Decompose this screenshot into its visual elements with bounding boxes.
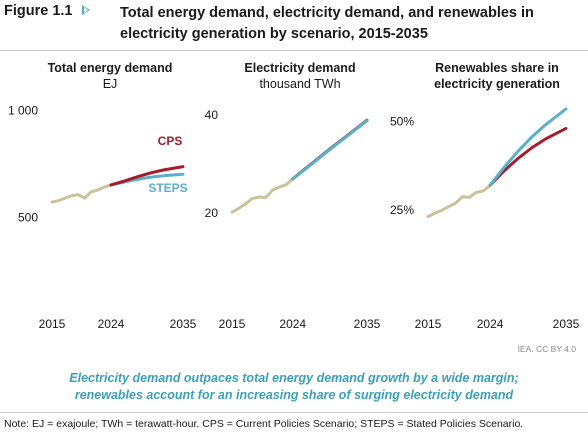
figure-title: Total energy demand, electricity demand,… <box>120 3 580 45</box>
figure-number: Figure 1.1 <box>4 3 73 19</box>
total-energy-y-tick-label: 500 <box>18 210 38 224</box>
panel-2-heading: Electricity demand thousand TWh <box>200 60 400 92</box>
electricity-x-tick-label: 2024 <box>279 317 306 331</box>
header-divider <box>0 50 588 51</box>
panel-1-unit: EJ <box>102 77 118 91</box>
figure-header: Figure 1.1 Total energy demand, electric… <box>0 0 588 50</box>
panel-2-unit: thousand TWh <box>259 77 341 91</box>
caption: Electricity demand outpaces total energy… <box>20 370 568 404</box>
caption-line-1: Electricity demand outpaces total energy… <box>69 371 519 385</box>
electricity-y-tick-label: 20 <box>205 206 219 220</box>
note-text: Note: EJ = exajoule; TWh = terawatt-hour… <box>4 418 524 430</box>
electricity-x-tick-label: 2015 <box>219 317 246 331</box>
panel-2-title: Electricity demand <box>244 61 356 75</box>
figure-title-line-2: electricity generation by scenario, 2015… <box>120 26 428 42</box>
electricity-x-tick-label: 2035 <box>354 317 381 331</box>
renewables-share-historical-line <box>426 183 492 219</box>
renewables-share-x-tick-label: 2015 <box>415 317 442 331</box>
renewables-share-y-tick-label: 50% <box>390 114 414 128</box>
panel-1-title: Total energy demand <box>47 61 173 75</box>
electricity-steps-line <box>291 119 369 181</box>
total-energy-x-tick-label: 2024 <box>98 317 125 331</box>
total-energy-cps-series-label: CPS <box>158 134 183 148</box>
chart-panel-total-energy: 500 1 000 2015 2024 2035 STEPS CPS <box>8 104 197 331</box>
renewables-share-x-tick-label: 2024 <box>477 317 504 331</box>
panel-1-heading: Total energy demand EJ <box>10 60 210 92</box>
figure-title-line-1: Total energy demand, electricity demand,… <box>120 5 534 21</box>
total-energy-x-tick-label: 2035 <box>170 317 197 331</box>
figure-arrow-icon <box>82 5 90 15</box>
electricity-y-tick-label: 40 <box>205 108 219 122</box>
chart-panel-electricity: 20 40 2015 2024 2035 <box>205 108 381 331</box>
chart-panel-renewables-share: 25% 50% 2015 2024 2035 <box>390 107 580 331</box>
total-energy-cps-line <box>109 165 185 187</box>
caption-line-2: renewables account for an increasing sha… <box>74 388 514 402</box>
renewables-share-y-tick-label: 25% <box>390 203 414 217</box>
renewables-share-cps-line <box>488 126 568 187</box>
renewables-share-x-tick-label: 2035 <box>553 317 580 331</box>
note-divider <box>0 412 588 413</box>
total-energy-steps-series-label: STEPS <box>148 181 187 195</box>
total-energy-y-tick-label: 1 000 <box>8 104 38 118</box>
electricity-historical-line <box>230 177 295 214</box>
credit-text: IEA. CC BY 4.0 <box>517 344 576 354</box>
total-energy-x-tick-label: 2015 <box>39 317 66 331</box>
panel-3-title: Renewables share in electricity generati… <box>434 61 560 91</box>
total-energy-historical-line <box>50 183 113 204</box>
renewables-share-steps-line <box>488 107 568 187</box>
panel-3-heading: Renewables share in electricity generati… <box>412 60 582 92</box>
